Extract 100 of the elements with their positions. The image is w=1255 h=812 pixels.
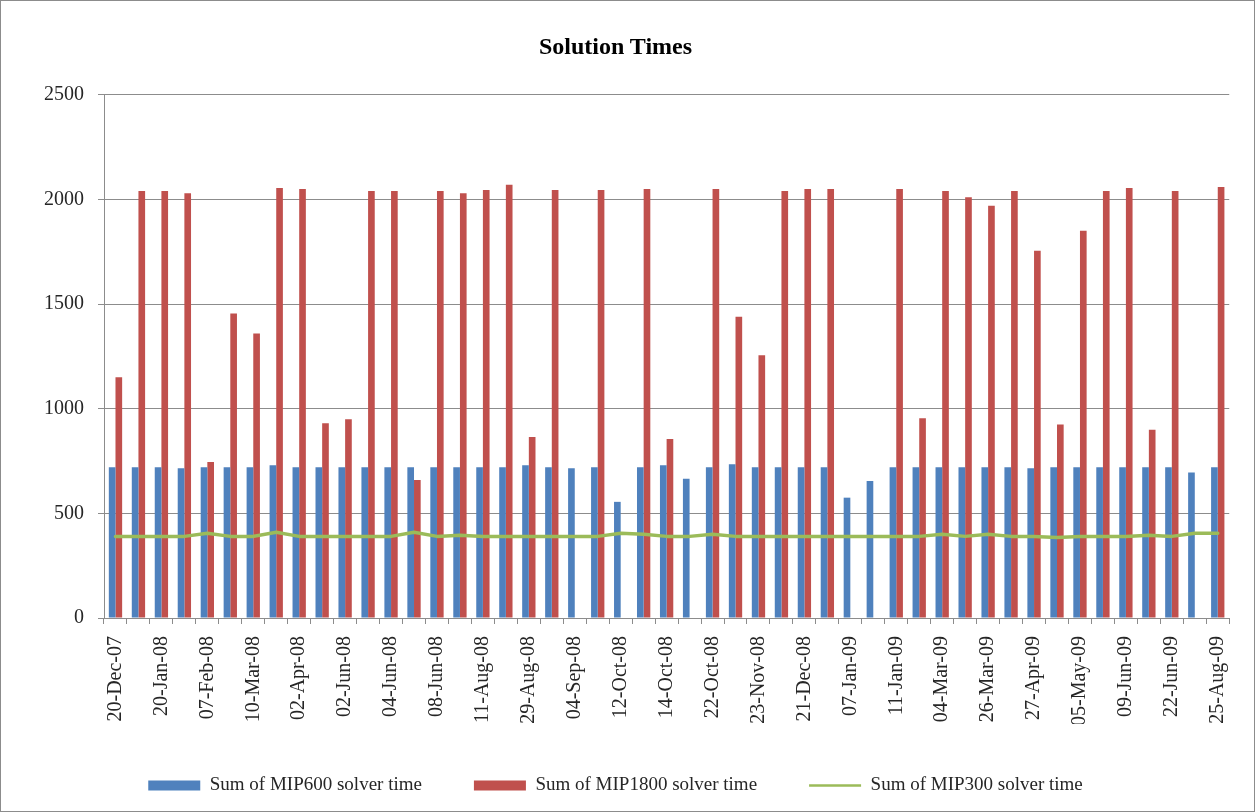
bar: [1211, 467, 1218, 618]
bar: [482, 190, 490, 618]
bar: [682, 478, 690, 618]
bar: [1125, 187, 1133, 618]
bar: [345, 419, 352, 618]
x-tick-label: 23-Nov-08: [745, 636, 768, 724]
x-tick-label: 07-Jan-09: [837, 636, 860, 716]
x-tick-label: 04-Sep-08: [562, 636, 586, 720]
bar: [299, 188, 306, 618]
bar: [391, 191, 398, 618]
bar: [1119, 467, 1126, 618]
legend-label: Sum of MIP300 solver time: [870, 773, 1083, 795]
x-tick-label: 29-Aug-08: [516, 636, 540, 724]
bar: [568, 468, 575, 618]
x-tick-label: 20-Jan-08: [148, 636, 171, 716]
bar: [161, 191, 169, 618]
y-tick-label: 1500: [44, 291, 84, 314]
x-tick-label: 14-Oct-08: [653, 636, 676, 719]
bar: [436, 191, 444, 618]
bar: [1057, 424, 1064, 618]
bar: [728, 464, 736, 618]
bar: [781, 191, 789, 618]
bar: [1034, 250, 1041, 618]
bar: [1165, 467, 1172, 618]
bar: [505, 184, 513, 618]
bar: [1073, 467, 1080, 618]
bar: [315, 467, 323, 618]
x-tick-label: 12-Oct-08: [607, 636, 630, 719]
bar: [896, 188, 903, 618]
y-tick-label: 500: [54, 500, 84, 523]
x-tick-label: 07-Feb-08: [194, 636, 217, 720]
x-tick-label: 22-Jun-09: [1159, 636, 1182, 718]
x-tick-label: 08-Jun-08: [424, 636, 447, 718]
bar: [942, 191, 949, 618]
bar: [804, 188, 812, 618]
bar: [207, 462, 214, 618]
bar: [453, 467, 460, 618]
bar: [659, 465, 667, 618]
bar: [1079, 230, 1087, 618]
x-tick-label: 02-Apr-08: [286, 636, 310, 721]
y-tick-label: 1000: [44, 395, 84, 418]
x-tick-label: 02-Jun-08: [332, 636, 355, 718]
bar: [338, 467, 346, 618]
bar: [253, 333, 260, 618]
bar: [1188, 472, 1195, 618]
bar: [108, 467, 116, 618]
bar: [988, 205, 995, 618]
bar: [230, 313, 237, 618]
x-tick-label: 22-Oct-08: [699, 636, 722, 719]
bar: [712, 188, 720, 618]
bar: [407, 467, 415, 618]
bar: [1217, 186, 1225, 618]
x-tick-label: 27-Apr-09: [1021, 636, 1045, 721]
bar: [591, 467, 598, 618]
y-tick-label: 0: [74, 605, 84, 628]
y-tick-label: 2000: [44, 186, 84, 209]
x-tick-label: 04-Jun-08: [378, 636, 401, 718]
bar: [827, 188, 835, 618]
bar: [1102, 191, 1110, 618]
bar: [459, 193, 467, 618]
x-tick-label: 10-Mar-08: [240, 636, 263, 723]
chart-title: Solution Times: [538, 32, 693, 59]
bar: [414, 479, 421, 618]
x-tick-label: 09-Jun-09: [1113, 636, 1136, 718]
bar: [551, 190, 559, 618]
x-tick-label: 26-Mar-09: [975, 636, 998, 723]
bar: [115, 377, 123, 618]
bar: [1027, 468, 1035, 618]
bar: [1050, 467, 1058, 618]
bar: [276, 187, 283, 618]
bar: [545, 467, 552, 618]
y-tick-label: 2500: [44, 82, 84, 105]
bar: [705, 467, 713, 618]
bar: [368, 191, 375, 618]
bar: [958, 467, 966, 618]
bar: [1148, 429, 1156, 618]
bar: [361, 467, 369, 618]
bar: [1011, 191, 1018, 618]
bar: [138, 191, 146, 618]
bar: [1096, 467, 1103, 618]
bar: [1004, 467, 1012, 618]
x-tick-label: 25-Aug-09: [1205, 636, 1229, 724]
x-tick-label: 20-Dec-07: [102, 636, 125, 722]
bar: [981, 467, 989, 618]
bar: [322, 423, 329, 618]
bar: [430, 467, 437, 618]
legend-label: Sum of MIP600 solver time: [209, 773, 422, 795]
legend-label: Sum of MIP1800 solver time: [535, 773, 758, 795]
bar: [614, 501, 621, 618]
bar: [637, 467, 644, 618]
bar: [758, 355, 766, 618]
bar: [1142, 467, 1149, 618]
bar: [184, 193, 192, 618]
bar: [476, 467, 483, 618]
bar: [499, 467, 506, 618]
x-tick-label: 21-Dec-08: [791, 636, 814, 722]
bar: [965, 197, 972, 618]
bar: [643, 188, 651, 618]
x-tick-label: 11-Aug-08: [470, 636, 494, 724]
x-tick-label: 04-Mar-09: [929, 636, 952, 723]
